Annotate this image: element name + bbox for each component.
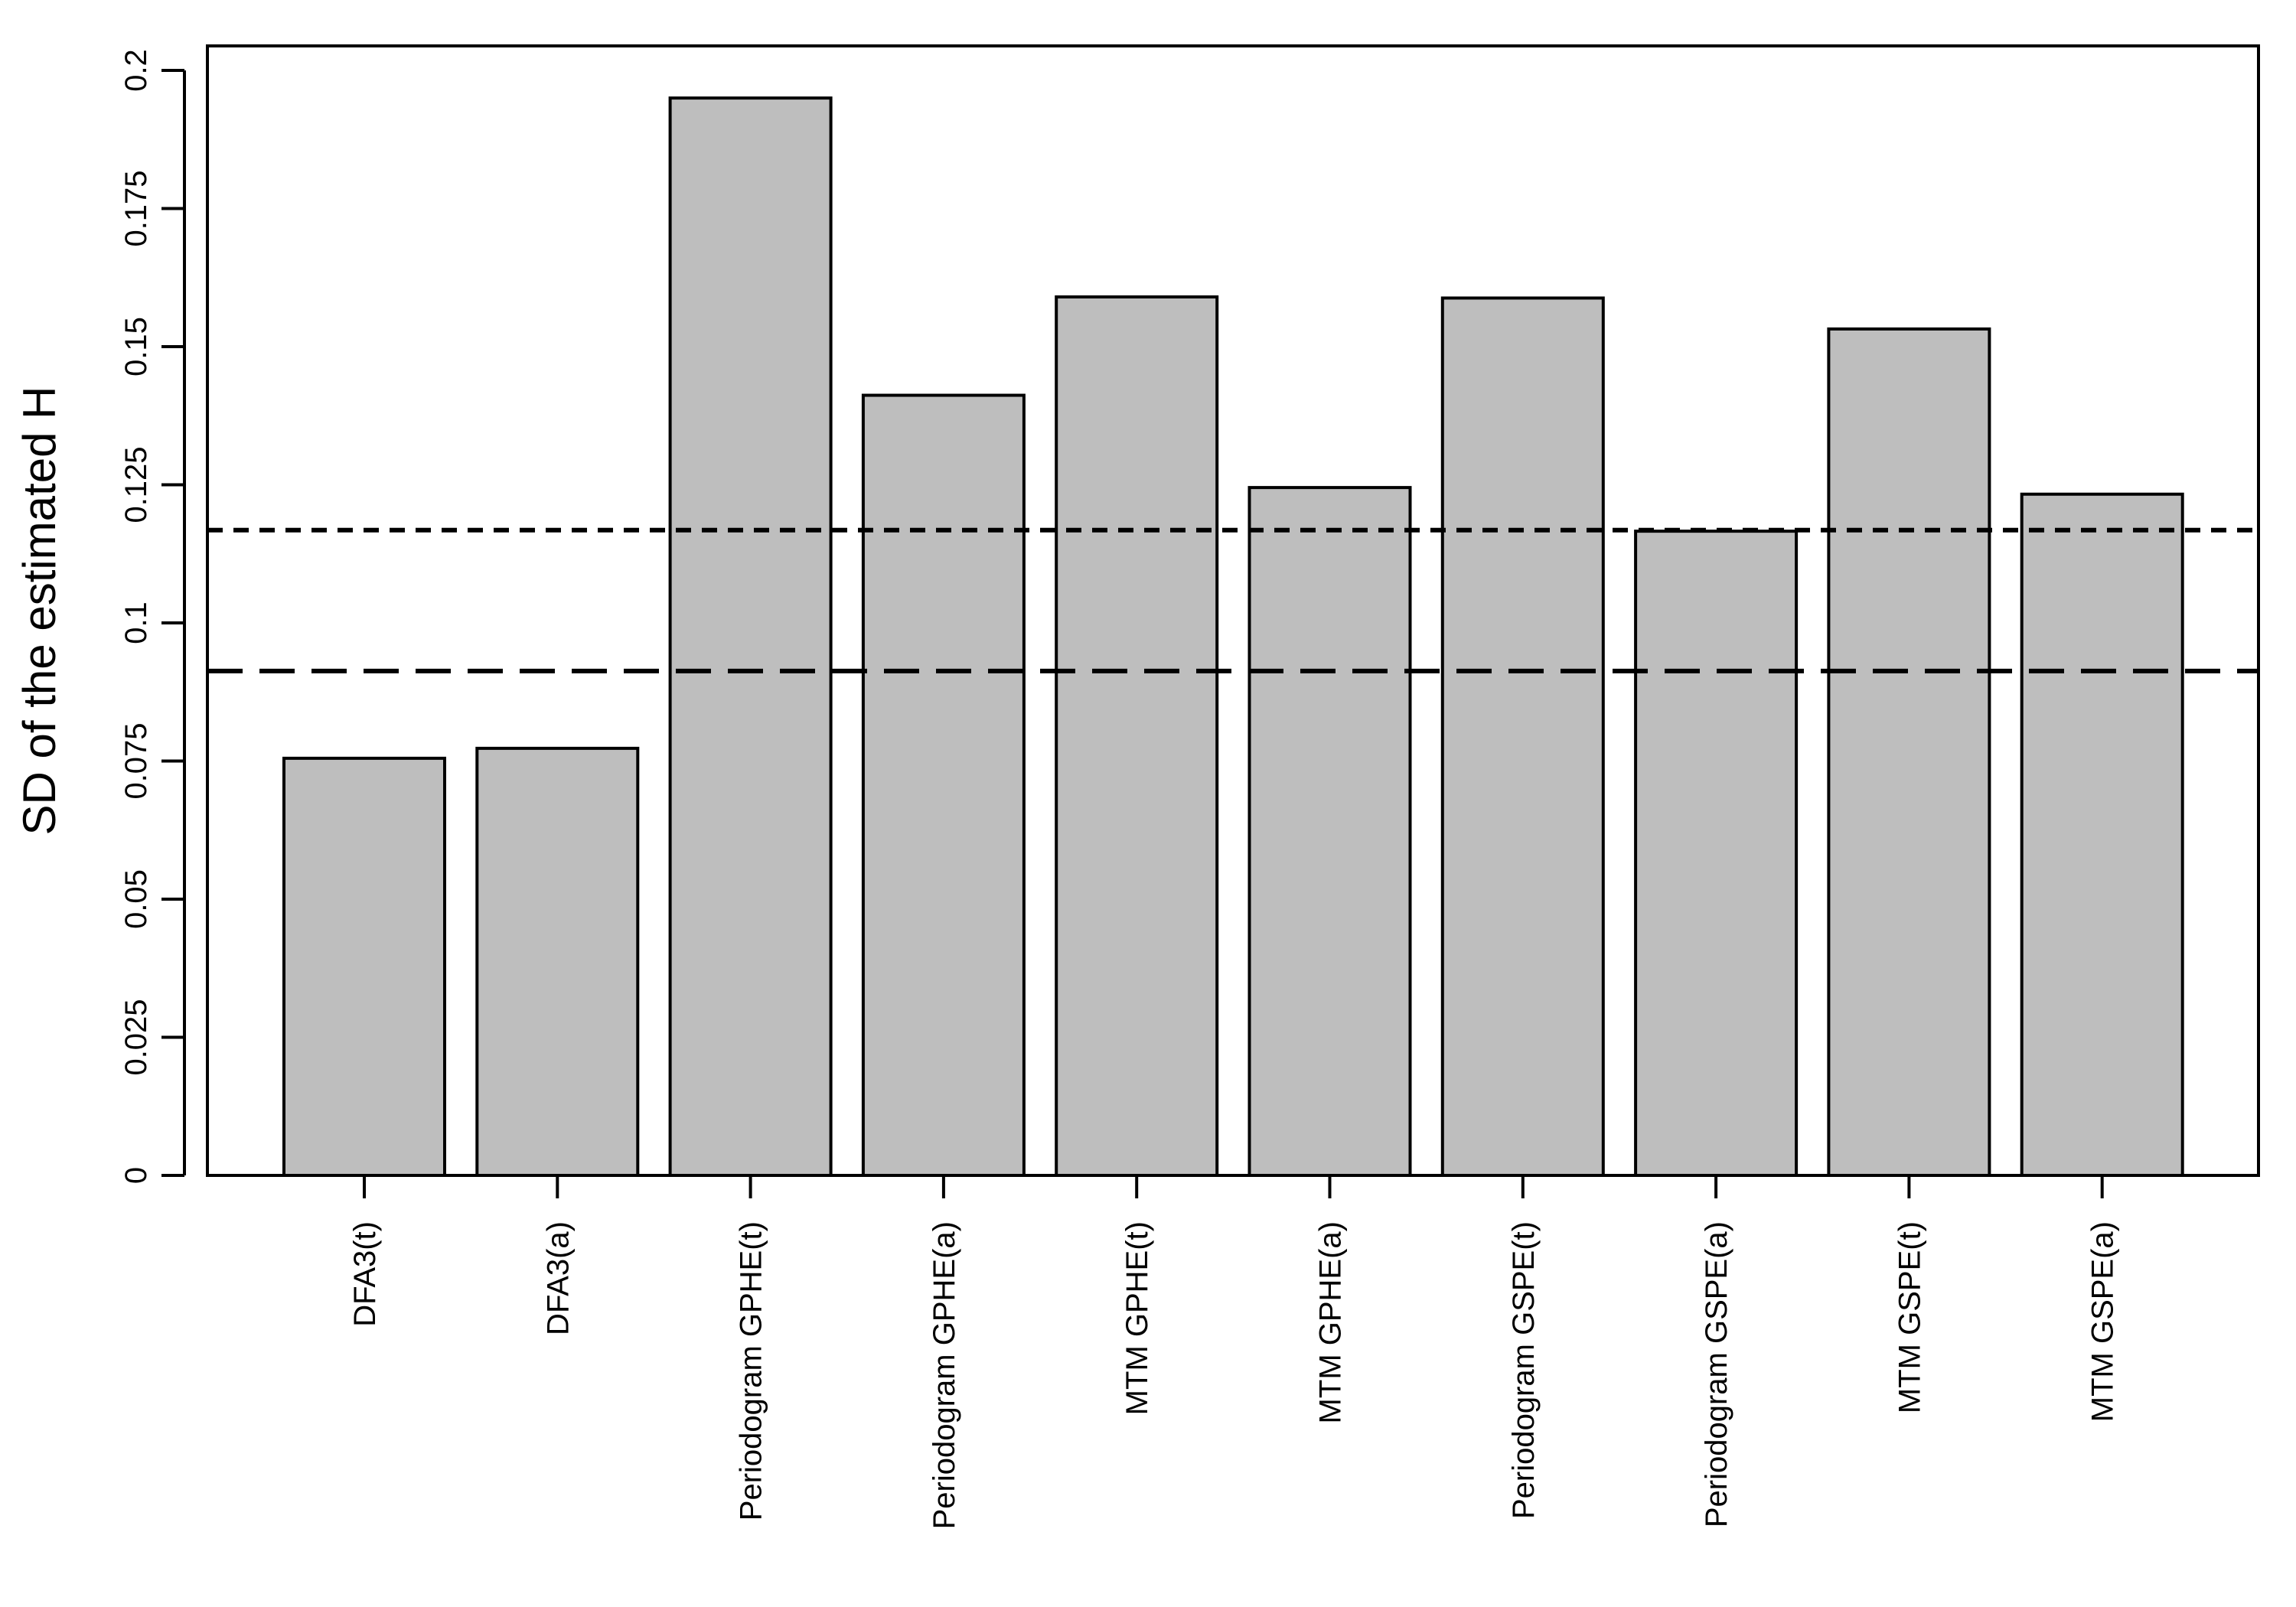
- bar: [1055, 295, 1219, 1177]
- x-tick-label: Periodogram GSPE(t): [1507, 1221, 1541, 1519]
- bar: [1634, 530, 1799, 1177]
- x-tick-label: Periodogram GSPE(a): [1700, 1221, 1733, 1527]
- y-tick-label: 0.125: [119, 446, 153, 523]
- x-tick-label: Periodogram GPHE(t): [735, 1221, 768, 1521]
- y-axis-title: SD of the estimated H: [14, 386, 65, 836]
- bar: [282, 756, 446, 1177]
- y-tick-label: 0.175: [119, 170, 153, 246]
- x-tick-label: MTM GSPE(t): [1893, 1221, 1926, 1413]
- y-tick-label: 0: [119, 1167, 153, 1184]
- y-tick-label: 0.05: [119, 869, 153, 929]
- y-tick-label: 0.025: [119, 999, 153, 1075]
- x-axis: DFA3(t) DFA3(a) Periodogram GPHE(t) Periodo…: [348, 1174, 2120, 1529]
- bar: [861, 393, 1026, 1177]
- bar: [475, 746, 640, 1177]
- y-axis: 0 0.025 0.05 0.075 0.1 0.125 0.15 0.175 0.2: [119, 49, 186, 1184]
- y-tick-label: 0.1: [119, 601, 153, 644]
- y-tick-label: 0.2: [119, 49, 153, 92]
- y-tick-label: 0.075: [119, 722, 153, 799]
- x-tick-label: MTM GPHE(t): [1120, 1221, 1154, 1415]
- x-tick-label: MTM GPHE(a): [1314, 1221, 1348, 1423]
- bars-group: [282, 96, 2184, 1178]
- bar: [1827, 327, 1991, 1177]
- bar: [1440, 296, 1605, 1177]
- y-tick-label: 0.15: [119, 317, 153, 376]
- bar: [1247, 486, 1412, 1177]
- x-tick-label: Periodogram GPHE(a): [928, 1221, 961, 1529]
- reference-lines: [207, 527, 2258, 673]
- x-tick-label: DFA3(a): [541, 1221, 575, 1335]
- bar: [668, 96, 833, 1178]
- x-tick-label: DFA3(t): [348, 1221, 382, 1327]
- x-tick-label: MTM GSPE(a): [2086, 1221, 2120, 1422]
- bar: [2020, 492, 2184, 1177]
